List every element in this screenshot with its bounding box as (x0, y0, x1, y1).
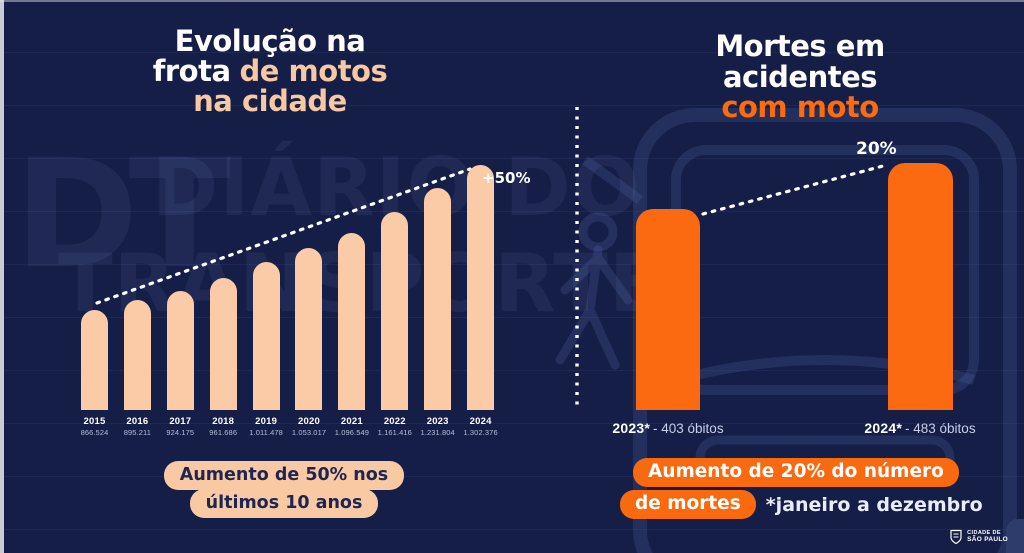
fleet-axis-label-2021: 2021 1.096.549 (334, 416, 370, 437)
deaths-title-line2: acidentes (722, 59, 878, 94)
left-edge-border (0, 0, 4, 553)
deaths-trendline (701, 164, 885, 216)
fleet-callout-line1: Aumento de 50% nos (163, 461, 405, 490)
deaths-title-line3-accent: com moto (721, 90, 879, 125)
corner-decoration (1006, 519, 1024, 553)
pedestrian-watermark-icon (555, 212, 633, 370)
city-logo-line2: SÃO PAULO (967, 536, 1008, 544)
death-bar-2023 (636, 209, 700, 410)
deaths-chart-title: Mortes em acidentes com moto (635, 31, 965, 123)
fleet-title-line2-white: frota (152, 54, 231, 89)
fleet-axis-label-2020: 2020 1.053.017 (291, 416, 327, 437)
city-logo-line1: CIDADE DE (967, 529, 1001, 536)
deaths-callout: Aumento de 20% do número de mortes *jane… (620, 458, 1000, 519)
deaths-callout-line1: Aumento de 20% do número (633, 458, 959, 487)
deaths-growth-label: 20% (856, 139, 897, 159)
fleet-bar-2024 (466, 165, 494, 410)
fleet-axis-label-2024: 2024 1.302.376 (463, 416, 498, 437)
fleet-axis-label-2022: 2022 1.161.416 (377, 416, 412, 437)
fleet-bar-2023 (424, 188, 451, 410)
death-bar-2024 (888, 163, 953, 410)
fleet-axis-label-2017: 2017 924.175 (166, 416, 195, 437)
top-edge-border (0, 0, 1024, 2)
fleet-axis-label-2015: 2015 866.524 (80, 416, 109, 437)
fleet-bar-2021 (338, 233, 366, 410)
fleet-bar-2022 (381, 212, 409, 410)
fleet-bar-2015 (81, 310, 108, 410)
fleet-axis-label-2023: 2023 1.231.804 (420, 416, 455, 437)
fleet-growth-label: +50% (482, 169, 531, 187)
fleet-bar-2019 (252, 262, 280, 410)
fleet-axis-label-2016: 2016 895.211 (123, 416, 152, 437)
fleet-title-line1: Evolução na (174, 24, 366, 58)
fleet-callout: Aumento de 50% nos últimos 10 anos (163, 461, 405, 518)
fleet-chart-title: Evolução na frota de motos na cidade (90, 26, 450, 116)
deaths-callout-note: *janeiro a dezembro (765, 493, 983, 516)
fleet-bar-2020 (295, 248, 323, 410)
fleet-title-line2-accent: de motos (239, 54, 388, 89)
fleet-axis-label-2019: 2019 1.011.478 (249, 416, 283, 437)
deaths-title-line1: Mortes em (715, 29, 885, 63)
death-axis-label-2023: 2023* - 403 óbitos (612, 420, 724, 436)
sao-paulo-city-logo: CIDADE DE SÃO PAULO (949, 529, 1008, 545)
death-axis-label-2024: 2024* - 483 óbitos (864, 420, 976, 436)
fleet-bar-2016 (123, 300, 151, 410)
fleet-bar-2017 (166, 291, 194, 410)
city-crest-icon (950, 529, 962, 545)
fleet-bars (81, 150, 494, 410)
deaths-callout-line2-pill: de mortes (620, 490, 756, 519)
fleet-callout-line2: últimos 10 anos (189, 489, 379, 518)
fleet-title-line3: na cidade (193, 84, 347, 119)
fleet-axis-label-2018: 2018 961.686 (209, 416, 238, 437)
fleet-bar-2018 (209, 278, 237, 410)
